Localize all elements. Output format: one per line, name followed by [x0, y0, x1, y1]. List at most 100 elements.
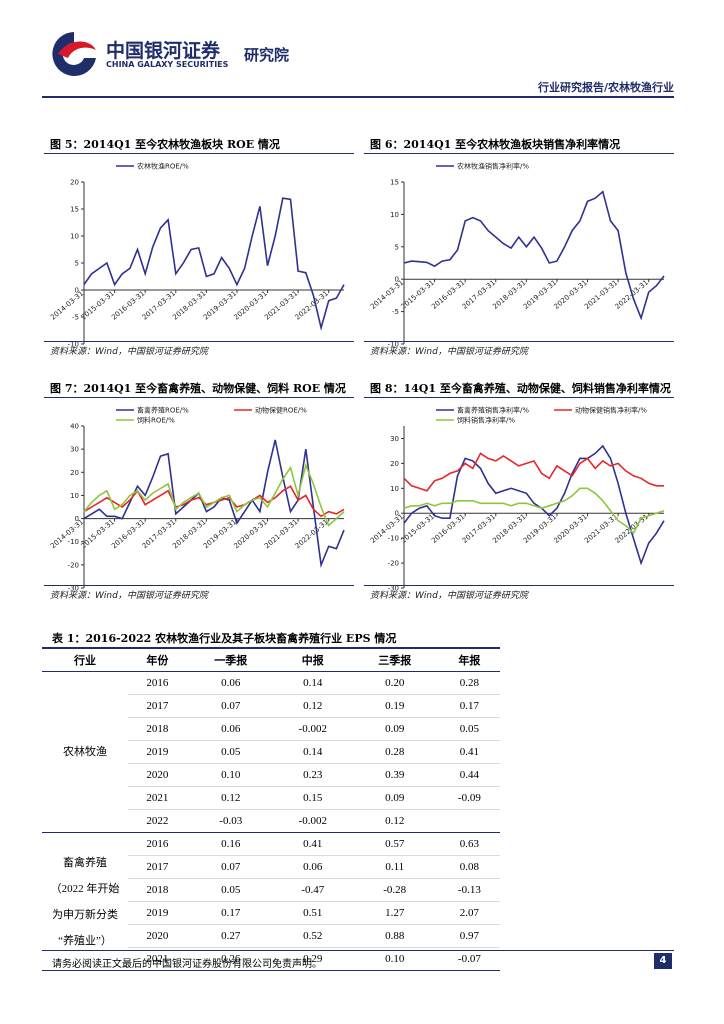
chart: -30-20-1001020302014-03-312015-03-312016… — [369, 406, 665, 593]
cell: -0.28 — [350, 878, 439, 902]
y-tick-label: 10 — [390, 485, 399, 493]
cell: 0.05 — [438, 717, 500, 741]
cell: 0.10 — [186, 763, 275, 787]
group-label: 农林牧渔 — [63, 746, 107, 758]
cell: 0.28 — [438, 671, 500, 695]
y-tick-label: 30 — [70, 446, 79, 454]
table-row: 2021 0.12 0.15 0.09 -0.09 — [42, 786, 500, 810]
figure-source: 资料来源：Wind，中国银河证券研究院 — [50, 591, 208, 601]
cell: -0.03 — [186, 809, 275, 833]
chart: -10-5051015202014-03-312015-03-312016-03… — [49, 162, 345, 349]
cell: 0.17 — [438, 694, 500, 718]
cell: 0.05 — [186, 740, 275, 764]
figure-title: 图 8：14Q1 至今畜禽养殖、动物保健、饲料销售净利率情况 — [370, 382, 671, 395]
figure-rule — [364, 341, 674, 342]
y-tick-label: -30 — [388, 585, 399, 593]
series-line — [403, 487, 665, 535]
page-number: 4 — [654, 953, 672, 969]
group-label: “养殖业”） — [58, 934, 112, 947]
group-label: 为申万新分类 — [52, 908, 118, 921]
cell: 0.12 — [186, 786, 275, 810]
group-label: （2022 年开始 — [50, 882, 120, 895]
cell: 0.12 — [274, 694, 351, 718]
y-tick-label: 5 — [395, 243, 399, 251]
footer-rule — [42, 950, 674, 951]
cell: 2020 — [128, 763, 187, 787]
header-cell: 行业 — [42, 647, 128, 672]
cell: 0.23 — [274, 763, 351, 787]
series-line — [403, 444, 665, 566]
cell: 0.12 — [350, 809, 439, 833]
table-title: 表 1：2016-2022 农林牧渔行业及其子板块畜禽养殖行业 EPS 情况 — [52, 632, 397, 645]
header-cell: 一季报 — [186, 647, 275, 672]
disclaimer: 请务必阅读正文最后的中国银河证券股份有限公司免责声明。 — [52, 959, 322, 970]
eps-table: 行业 年份 一季报 中报 三季报 年报 农林牧渔 2016 0.06 0.14 0.20 0.28 20… — [42, 647, 500, 971]
cell: 0.26 — [186, 947, 275, 971]
series-line — [403, 452, 664, 492]
y-tick-label: -10 — [388, 535, 399, 543]
series-line — [403, 190, 665, 321]
y-tick-label: -5 — [392, 308, 399, 316]
legend-label: 饲料ROE/% — [137, 416, 175, 425]
y-tick-label: 0 — [395, 510, 399, 518]
figure-rule — [44, 341, 354, 342]
table-row: 2020 0.10 0.23 0.39 0.44 — [42, 763, 500, 787]
cell: -0.09 — [438, 786, 500, 810]
cell: 0.63 — [438, 832, 500, 856]
cell: 0.27 — [186, 924, 275, 948]
cell: 0.51 — [274, 901, 351, 925]
cell: 0.05 — [186, 878, 275, 902]
y-tick-label: 40 — [70, 423, 79, 431]
series-line — [83, 462, 345, 527]
table-row: 2017 0.07 0.12 0.19 0.17 — [42, 694, 500, 718]
y-tick-label: 0 — [75, 287, 79, 295]
table-row: 2021 0.26 0.29 0.10 -0.07 — [42, 947, 500, 971]
cell: -0.002 — [274, 717, 351, 741]
y-tick-label: 5 — [75, 260, 79, 268]
cell: 0.57 — [350, 832, 439, 856]
legend-label: 农林牧渔ROE/% — [137, 162, 189, 171]
cell: 0.88 — [350, 924, 439, 948]
figure-title: 图 7：2014Q1 至今畜禽养殖、动物保健、饲料 ROE 情况 — [50, 382, 346, 395]
y-tick-label: -30 — [68, 585, 79, 593]
cell: 2016 — [128, 671, 187, 695]
y-tick-label: 10 — [70, 233, 79, 241]
figure-rule — [44, 397, 354, 398]
y-tick-label: 20 — [390, 460, 399, 468]
table-row: 2019 0.05 0.14 0.28 0.41 — [42, 740, 500, 764]
section: 行业研究报告/农林牧渔行业 — [537, 81, 674, 94]
cell: 0.07 — [186, 855, 275, 879]
cell: 0.97 — [438, 924, 500, 948]
group-cell: 畜禽养殖 （2022 年开始 为申万新分类 “养殖业”） — [42, 832, 128, 971]
chart: -30-20-100102030402014-03-312015-03-3120… — [49, 406, 345, 593]
cell: 2.07 — [438, 901, 500, 925]
figure-rule — [44, 585, 354, 586]
cell: 0.09 — [350, 717, 439, 741]
figure-rule — [364, 397, 674, 398]
y-tick-label: 15 — [390, 179, 399, 187]
legend-label: 农林牧渔销售净利率/% — [457, 162, 529, 171]
y-tick-label: -5 — [72, 314, 79, 322]
chart: -10-50510152014-03-312015-03-312016-03-3… — [369, 162, 665, 349]
table-row: 畜禽养殖 （2022 年开始 为申万新分类 “养殖业”） 2016 0.16 0.41 0.5… — [42, 832, 500, 971]
y-tick-label: 0 — [75, 515, 79, 523]
y-tick-label: -20 — [68, 561, 79, 569]
figure-rule — [364, 585, 674, 586]
cell: 0.06 — [274, 855, 351, 879]
y-tick-label: -10 — [68, 538, 79, 546]
cell: 2019 — [128, 740, 187, 764]
figure-rule — [44, 153, 354, 154]
legend-label: 畜禽养殖销售净利率/% — [457, 406, 529, 415]
cell: 0.19 — [350, 694, 439, 718]
cell: 2018 — [128, 878, 187, 902]
header-row: 行业 年份 一季报 中报 三季报 年报 — [42, 647, 500, 672]
cell: 2017 — [128, 855, 187, 879]
table-row: 2019 0.17 0.51 1.27 2.07 — [42, 901, 500, 925]
figure-title: 图 5：2014Q1 至今农林牧渔板块 ROE 情况 — [50, 138, 280, 151]
y-tick-label: -10 — [68, 341, 79, 349]
cell: 2021 — [128, 786, 187, 810]
y-tick-label: 0 — [395, 276, 399, 284]
table-row: 2018 0.05 -0.47 -0.28 -0.13 — [42, 878, 500, 902]
cell: 2021 — [128, 947, 187, 971]
